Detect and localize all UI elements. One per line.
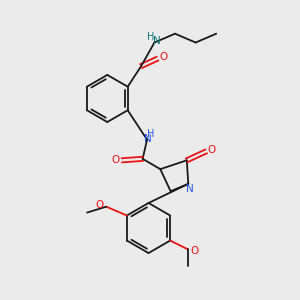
Text: O: O xyxy=(190,246,199,256)
Text: N: N xyxy=(186,184,194,194)
Text: O: O xyxy=(208,145,216,155)
Text: H: H xyxy=(147,129,155,140)
Text: O: O xyxy=(111,155,120,165)
Text: H: H xyxy=(147,32,155,42)
Text: O: O xyxy=(159,52,167,62)
Text: O: O xyxy=(96,200,104,210)
Text: N: N xyxy=(144,134,152,144)
Text: N: N xyxy=(154,36,161,46)
